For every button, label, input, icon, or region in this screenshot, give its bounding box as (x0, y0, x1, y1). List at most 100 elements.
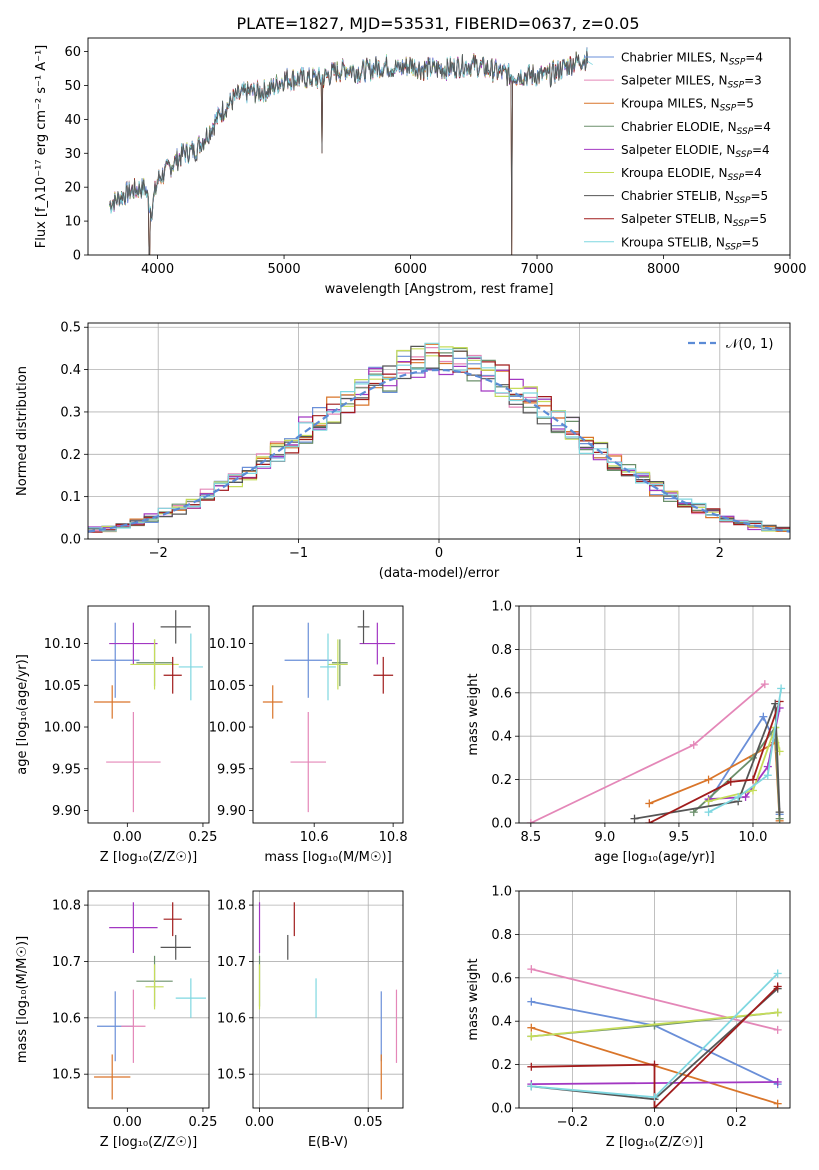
y-tick-label: 10.00 (44, 721, 81, 736)
y-tick-label: 0.1 (60, 490, 81, 505)
x-tick-label: 6000 (394, 262, 427, 277)
errorbar-point (357, 610, 370, 644)
series-marker (527, 997, 536, 1006)
y-tick-label: 0.5 (60, 321, 81, 336)
series-marker (748, 786, 757, 795)
errorbar-point (106, 711, 161, 813)
y-tick-label: 0.0 (491, 1102, 512, 1117)
y-tick-label: 0.8 (491, 928, 512, 943)
y-axis-label: mass [log₁₀(M/M☉)] (15, 936, 30, 1063)
legend-entry: Chabrier MILES, NSSP=4 (621, 51, 763, 68)
legend-entry: 𝒩(0, 1) (726, 337, 773, 352)
x-axis-label: Z [log₁₀(Z/Z☉)] (100, 850, 197, 865)
panel-mass-weight-vs-Z: −0.2 0.0 0.2 0.0 0.2 0.4 0.6 0.8 1.0 Z [log₁₀(Z/Z… (466, 885, 791, 1150)
errorbar-point (121, 989, 146, 1063)
spectrum-line (109, 51, 588, 255)
errorbar-point (163, 902, 182, 937)
y-tick-label: 0.4 (491, 1015, 512, 1030)
y-tick-label: 0.6 (491, 971, 512, 986)
x-tick-label: −1 (289, 546, 308, 561)
y-tick-label: 0.0 (491, 817, 512, 832)
panel-age-vs-Z: 0.00 0.25 9.90 9.95 10.00 10.05 10.10 Z [log₁₀(… (15, 605, 217, 865)
x-tick-label: 0.00 (245, 1115, 274, 1130)
series-marker (726, 777, 735, 786)
errorbar-point (94, 685, 131, 719)
x-tick-label: 5000 (268, 262, 301, 277)
x-axis-label: E(B-V) (308, 1135, 348, 1150)
x-tick-label: 10.6 (300, 830, 329, 845)
x-tick-label: 0 (435, 546, 443, 561)
y-tick-label: 60 (64, 45, 81, 60)
y-tick-label: 30 (64, 147, 81, 162)
figure-title: PLATE=1827, MJD=53531, FIBERID=0637, z=0… (236, 14, 639, 33)
y-tick-label: 10 (64, 215, 81, 230)
panel-spectrum: 4000 5000 6000 7000 8000 9000 0 10 20 30 40 50 60 wav… (34, 37, 807, 297)
histogram-step (88, 347, 790, 531)
errorbar-point (331, 639, 348, 687)
y-tick-label: 10.5 (52, 1068, 81, 1083)
x-tick-label: −2 (149, 546, 168, 561)
axes-frame (252, 890, 404, 1109)
errorbar-point (290, 711, 327, 813)
errorbar-point (130, 639, 179, 690)
errorbar-point (320, 633, 336, 701)
x-tick-label: 10.0 (739, 830, 768, 845)
y-tick-label: 50 (64, 79, 81, 94)
y-tick-label: 10.00 (209, 721, 246, 736)
series-marker (527, 1062, 536, 1071)
series-marker (704, 797, 713, 806)
x-tick-label: 0.0 (644, 1115, 665, 1130)
y-tick-label: 10.05 (209, 679, 246, 694)
x-tick-label: 0.05 (354, 1115, 383, 1130)
x-axis-label: Z [log₁₀(Z/Z☉)] (606, 1135, 703, 1150)
x-tick-label: 9000 (773, 262, 806, 277)
series-marker (741, 792, 750, 801)
series-marker (527, 1032, 536, 1041)
x-tick-label: 0.25 (188, 1115, 217, 1130)
y-tick-label: 9.90 (217, 804, 246, 819)
legend-entry: Kroupa MILES, NSSP=5 (621, 97, 754, 114)
legend-entry: Chabrier STELIB, NSSP=5 (621, 189, 768, 206)
errorbar-point (109, 622, 158, 665)
series-line (531, 985, 779, 1108)
x-tick-label: 0.00 (113, 1115, 142, 1130)
y-tick-label: 9.90 (52, 804, 81, 819)
errorbar-point (284, 622, 332, 698)
y-axis-label: mass weight (466, 673, 481, 755)
series-marker (763, 762, 772, 771)
panel-mass-weight-vs-age: 8.5 9.0 9.5 10.0 0.0 0.2 0.4 0.6 0.8 1.0 age [log₁… (466, 600, 791, 865)
series-marker (773, 1077, 782, 1086)
series-marker (773, 1025, 782, 1034)
errorbar-point (373, 656, 394, 694)
axes-frame (87, 605, 210, 824)
series-marker (773, 969, 782, 978)
series-marker (773, 982, 782, 991)
series-line (531, 1011, 778, 1038)
y-axis-label: mass weight (466, 958, 481, 1040)
plot-area (91, 610, 203, 813)
series-marker (650, 1060, 659, 1069)
axes-frame (518, 890, 791, 1109)
legend-entry: Salpeter ELODIE, NSSP=4 (621, 143, 770, 160)
errorbar-point (328, 639, 348, 690)
spectrum-line (587, 60, 593, 65)
x-tick-label: 0.00 (113, 830, 142, 845)
y-axis-label: Flux [f_λ10⁻¹⁷ erg cm⁻² s⁻¹ A⁻¹] (34, 45, 49, 249)
series-marker (777, 684, 786, 693)
x-tick-label: 9.5 (669, 830, 690, 845)
y-tick-label: 0 (73, 249, 81, 264)
series-marker (650, 1093, 659, 1102)
histogram-step (88, 357, 790, 532)
errorbar-point (91, 622, 140, 698)
y-tick-label: 9.95 (217, 762, 246, 777)
errorbar-point (262, 685, 283, 719)
series-marker (773, 1099, 782, 1108)
errorbar-point (145, 964, 164, 1010)
y-tick-label: 0.2 (491, 773, 512, 788)
x-axis-label: mass [log₁₀(M/M☉)] (264, 850, 391, 865)
panel-residual-histogram: −2 −1 0 1 2 0.0 0.1 0.2 0.3 0.4 0.5 (data-model)/er… (15, 321, 791, 581)
errorbar-point (160, 610, 191, 644)
x-axis-label: (data-model)/error (379, 566, 500, 581)
y-tick-label: 10.7 (52, 955, 81, 970)
y-tick-label: 10.7 (217, 955, 246, 970)
